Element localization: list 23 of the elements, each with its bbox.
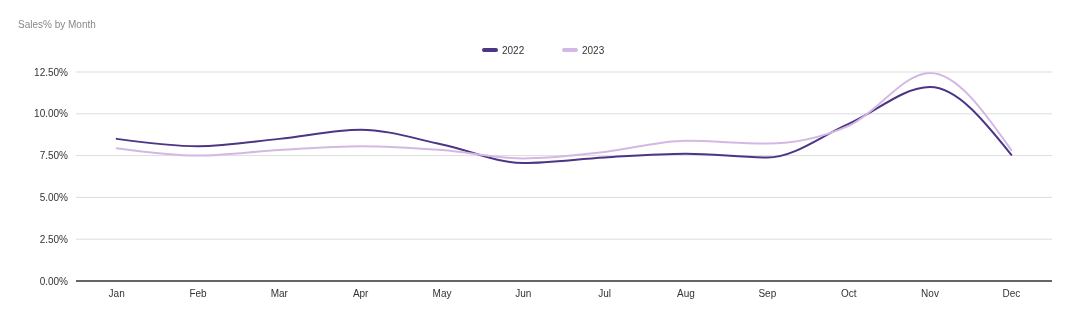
x-tick-label: Aug [677, 288, 695, 299]
x-tick-label: Jun [515, 288, 532, 299]
x-tick-label: Nov [921, 288, 939, 299]
y-tick-label: 7.50% [39, 150, 69, 162]
x-tick-label: Oct [840, 288, 857, 299]
x-tick-label: Feb [189, 288, 208, 299]
chart-title: Sales% by Month [18, 19, 96, 30]
x-tick-label: Sep [758, 288, 777, 299]
x-tick-label: Jul [598, 288, 612, 299]
x-tick-label: May [432, 288, 452, 299]
x-tick-label: Jan [108, 288, 125, 299]
line-series [115, 86, 1013, 164]
x-tick-label: Apr [352, 288, 370, 299]
y-tick-label: 12.50% [34, 66, 69, 78]
y-tick-label: 2.50% [39, 233, 69, 245]
line-series [115, 72, 1013, 160]
y-tick-label: 10.00% [34, 108, 69, 120]
x-tick-label: Mar [270, 288, 289, 299]
x-tick-label: Dec [1002, 288, 1021, 299]
legend-label: 2023 [582, 44, 605, 56]
y-tick-label: 5.00% [39, 191, 69, 203]
y-tick-label: 0.00% [39, 275, 69, 287]
legend-label: 2022 [502, 44, 525, 56]
